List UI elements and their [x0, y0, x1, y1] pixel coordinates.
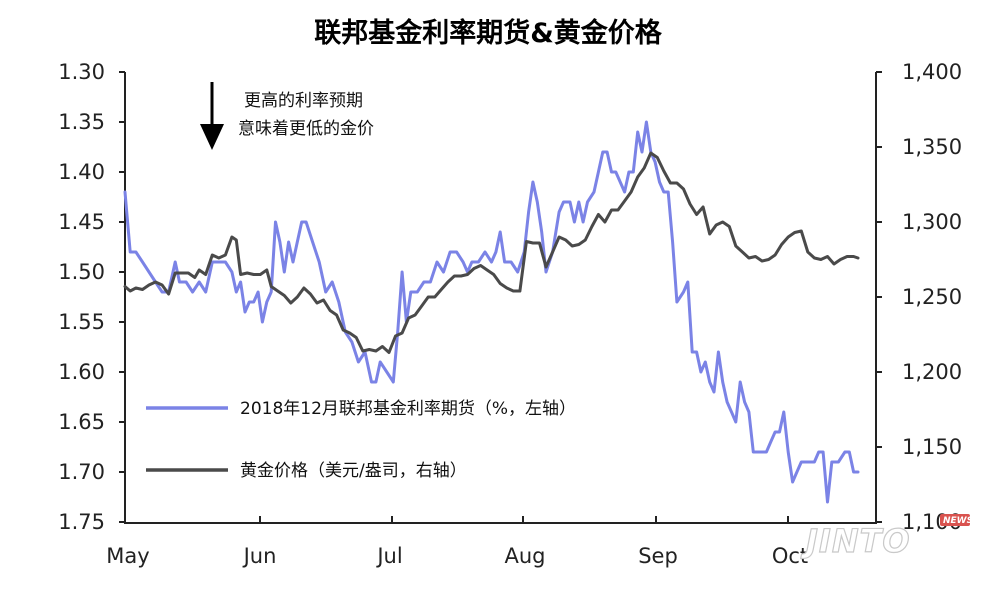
x-axis: May Jun Jul Aug Sep Oct: [106, 516, 876, 568]
right-tick-label: 1,200: [902, 360, 962, 384]
right-tick-label: 1,150: [902, 435, 962, 459]
annotation: 更高的利率预期 意味着更低的金价: [200, 82, 374, 150]
left-tick-label: 1.35: [58, 110, 105, 134]
left-tick-label: 1.30: [58, 60, 105, 84]
left-tick-label: 1.55: [58, 310, 105, 334]
x-tick-label: Oct: [772, 544, 808, 568]
left-tick-label: 1.65: [58, 410, 105, 434]
watermark-news: NEWS: [943, 516, 973, 526]
left-tick-label: 1.75: [58, 510, 105, 534]
chart-title: 联邦基金利率期货&黄金价格: [314, 17, 663, 49]
watermark: JINTO .com NEWS: [799, 514, 973, 561]
annotation-arrow-head: [200, 124, 224, 150]
left-tick-label: 1.40: [58, 160, 105, 184]
legend: 2018年12月联邦基金利率期货（%，左轴） 黄金价格（美元/盎司，右轴）: [146, 399, 576, 481]
right-tick-label: 1,350: [902, 135, 962, 159]
watermark-badge: [940, 514, 970, 526]
left-axis: 1.30 1.35 1.40 1.45 1.50 1.55 1.60 1.65 1.70 1.75: [58, 60, 126, 534]
left-axis-ticks: 1.30 1.35 1.40 1.45 1.50 1.55 1.60 1.65 1.70 1.75: [58, 60, 125, 534]
right-tick-label: 1,400: [902, 60, 962, 84]
left-tick-label: 1.60: [58, 360, 105, 384]
x-tick-label: Jun: [242, 544, 277, 568]
x-tick-label: Jul: [375, 544, 402, 568]
series-line-fed-futures: [123, 120, 860, 504]
x-axis-ticks: May Jun Jul Aug Sep Oct: [106, 516, 808, 568]
x-tick-label: Aug: [504, 544, 545, 568]
x-tick-label: Sep: [638, 544, 678, 568]
left-tick-label: 1.50: [58, 260, 105, 284]
x-tick-label: May: [106, 544, 149, 568]
left-tick-label: 1.70: [58, 460, 105, 484]
left-tick-label: 1.45: [58, 210, 105, 234]
legend-label-gold: 黄金价格（美元/盎司，右轴）: [240, 461, 467, 481]
annotation-line-2: 意味着更低的金价: [238, 119, 374, 139]
right-tick-label: 1,300: [902, 210, 962, 234]
legend-label-fed-futures: 2018年12月联邦基金利率期货（%，左轴）: [240, 399, 576, 419]
annotation-line-1: 更高的利率预期: [244, 91, 363, 111]
right-tick-label: 1,250: [902, 285, 962, 309]
watermark-domain: .com: [912, 537, 947, 552]
series-line-gold: [123, 151, 860, 354]
watermark-logo: JINTO: [800, 522, 911, 560]
series-layer: [123, 120, 860, 504]
